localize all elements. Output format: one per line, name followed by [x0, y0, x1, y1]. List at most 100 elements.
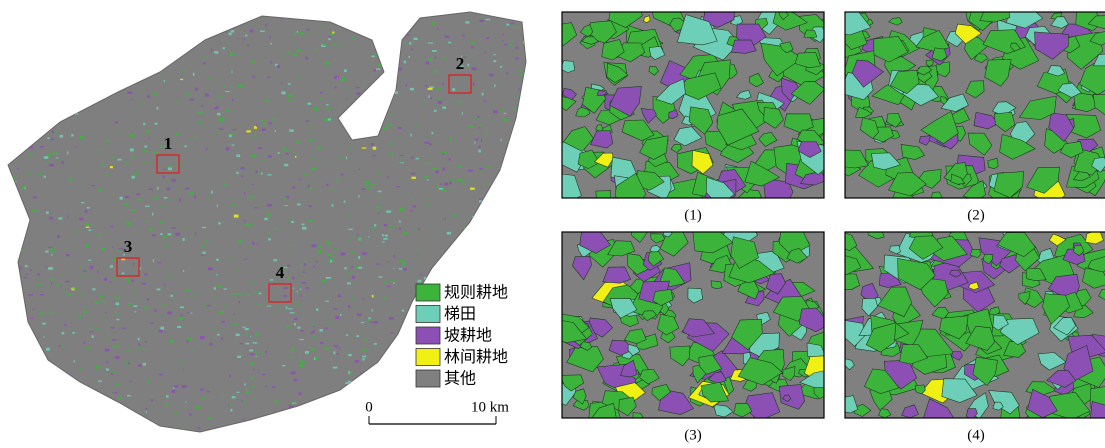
pixel — [66, 25, 69, 27]
page: 1234 规则耕地梯田坡耕地林间耕地其他 0 10 km (1)(2)(3)(4… — [0, 0, 1105, 448]
pixel — [174, 411, 177, 413]
pixel — [192, 294, 196, 295]
pixel — [305, 258, 306, 261]
pixel — [475, 89, 477, 90]
legend-label: 梯田 — [444, 304, 476, 323]
pixel — [171, 227, 176, 228]
pixel — [168, 311, 172, 314]
pixel — [302, 224, 305, 226]
pixel — [300, 289, 302, 290]
pixel — [399, 227, 401, 230]
pixel — [45, 216, 46, 218]
pixel — [340, 314, 342, 316]
pixel — [52, 422, 53, 424]
parcel — [596, 191, 611, 204]
pixel — [115, 80, 118, 81]
pixel — [37, 273, 40, 276]
pixel — [373, 69, 376, 71]
pixel — [498, 204, 502, 207]
pixel — [7, 65, 10, 66]
pixel — [371, 143, 374, 146]
pixel — [79, 218, 83, 220]
pixel — [355, 360, 360, 363]
pixel — [518, 210, 519, 211]
pixel — [403, 333, 404, 335]
pixel — [120, 197, 123, 200]
pixel — [519, 108, 522, 110]
pixel — [366, 394, 371, 396]
pixel — [121, 55, 123, 57]
pixel — [292, 403, 296, 404]
pixel — [350, 410, 351, 411]
pixel — [308, 185, 310, 188]
pixel — [333, 351, 335, 354]
pixel — [433, 71, 438, 73]
pixel — [324, 348, 329, 350]
pixel — [269, 36, 271, 39]
pixel — [229, 375, 231, 378]
pixel — [407, 407, 410, 408]
pixel — [35, 175, 36, 178]
pixel — [393, 255, 395, 258]
pixel — [444, 183, 448, 186]
pixel — [272, 386, 276, 388]
pixel — [319, 329, 323, 332]
pixel — [227, 42, 228, 45]
pixel — [49, 217, 52, 220]
pixel — [371, 56, 375, 58]
legend-label: 其他 — [444, 369, 476, 388]
pixel — [169, 340, 173, 342]
pixel — [293, 288, 294, 289]
pixel — [309, 205, 312, 207]
pixel — [56, 284, 60, 286]
pixel — [519, 70, 522, 72]
pixel — [346, 420, 348, 423]
pixel — [65, 281, 69, 283]
pixel — [268, 217, 270, 219]
pixel — [503, 186, 507, 188]
pixel — [325, 410, 330, 411]
pixel — [523, 163, 525, 164]
pixel — [224, 288, 227, 289]
pixel — [200, 389, 204, 391]
legend-swatch — [416, 370, 440, 387]
pixel — [466, 55, 470, 56]
pixel — [337, 407, 340, 410]
pixel — [103, 318, 105, 320]
pixel — [111, 157, 114, 159]
pixel — [398, 127, 402, 129]
pixel — [95, 49, 98, 50]
pixel — [76, 146, 77, 147]
pixel — [504, 113, 507, 114]
pixel — [7, 312, 8, 315]
pixel — [43, 382, 46, 383]
pixel — [372, 295, 374, 298]
pixel — [516, 365, 520, 367]
pixel — [109, 161, 110, 164]
pixel — [401, 156, 403, 157]
pixel — [281, 82, 283, 83]
pixel — [306, 29, 309, 31]
pixel — [36, 51, 37, 53]
pixel — [160, 222, 164, 224]
pixel — [112, 371, 115, 373]
pixel — [326, 277, 328, 278]
pixel — [81, 391, 84, 393]
pixel — [39, 174, 43, 176]
parcel — [711, 281, 722, 289]
pixel — [383, 193, 385, 194]
pixel — [298, 392, 301, 395]
pixel — [378, 63, 383, 66]
pixel — [262, 374, 266, 375]
pixel — [359, 169, 361, 170]
pixel — [106, 410, 110, 412]
pixel — [291, 372, 296, 375]
pixel — [65, 60, 66, 63]
pixel — [341, 78, 346, 81]
pixel — [208, 95, 210, 96]
pixel — [273, 117, 276, 120]
pixel — [222, 119, 224, 121]
pixel — [301, 362, 305, 364]
pixel — [445, 218, 446, 221]
pixel — [393, 268, 394, 269]
